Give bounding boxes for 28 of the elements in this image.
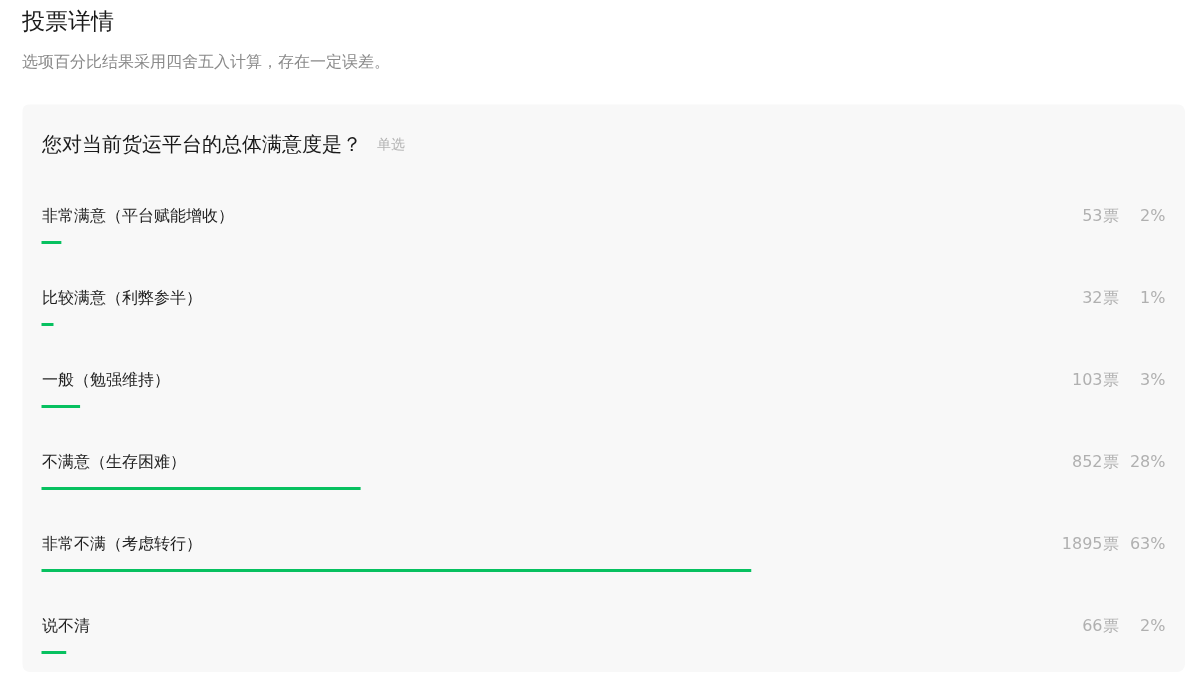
bar [41, 241, 62, 244]
data-label: 852票 [1071, 452, 1119, 471]
y-tick-label: 比较满意（利弊参半） [41, 288, 202, 307]
bar [41, 651, 67, 654]
y-tick-label: 非常不满（考虑转行） [41, 534, 202, 553]
text: 28% [1129, 452, 1166, 471]
y-tick-label: 说不清 [41, 616, 90, 635]
y-tick-label: 一般（勉强维持） [41, 370, 170, 389]
text: 单选 [376, 135, 405, 152]
text: 2% [1140, 206, 1166, 225]
data-label: 32票 [1082, 288, 1119, 307]
bar [41, 487, 361, 490]
bar [41, 405, 81, 408]
bar [41, 569, 752, 572]
y-tick-label: 非常满意（平台赋能增收） [41, 206, 234, 225]
chart-subtitle: 选项百分比结果采用四舍五入计算，存在一定误差。 [21, 51, 390, 72]
text: 您对当前货运平台的总体满意度是？ [40, 131, 362, 156]
data-label: 1895票 [1061, 534, 1119, 553]
data-label: 53票 [1082, 206, 1119, 225]
text: 1% [1140, 288, 1166, 307]
chart-title: 投票详情 [21, 7, 115, 36]
data-label: 66票 [1082, 616, 1119, 635]
y-tick-label: 不满意（生存困难） [41, 452, 186, 471]
text: 2% [1140, 616, 1166, 635]
data-label: 103票 [1071, 370, 1119, 389]
bar [41, 323, 54, 326]
text: 63% [1129, 534, 1166, 553]
text: 3% [1140, 370, 1166, 389]
